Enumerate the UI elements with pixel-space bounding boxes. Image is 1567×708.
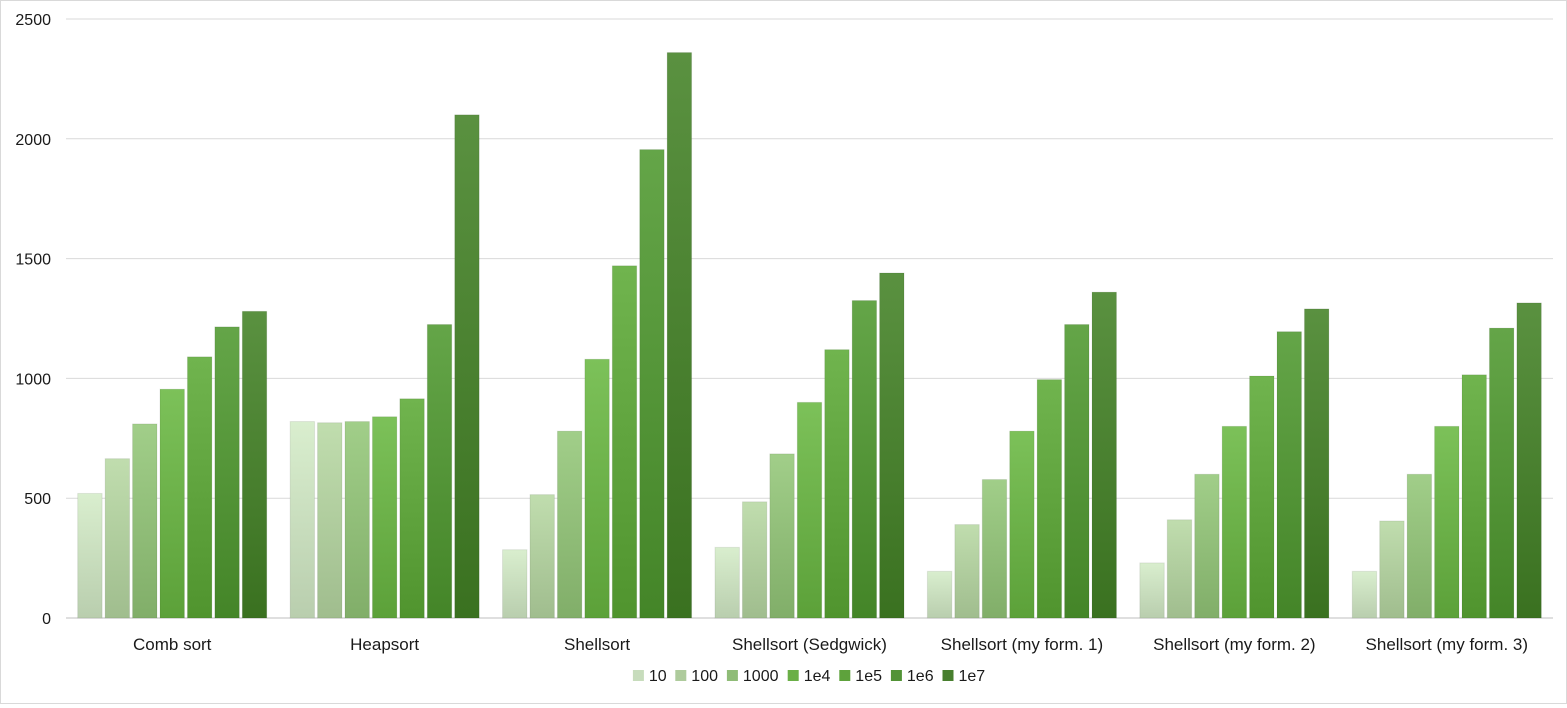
x-category-label: Shellsort (Sedgwick) [732,635,887,654]
bar-group [289,114,480,619]
bar [611,265,638,619]
x-category-label: Heapsort [350,635,419,654]
bar [926,570,953,619]
legend-item: 100 [675,668,718,685]
legend-swatch [890,670,902,681]
bar [1303,308,1330,619]
bar [529,494,555,619]
bar [714,546,740,619]
x-category-label: Comb sort [133,635,212,654]
bar [1276,331,1302,619]
bar [639,149,665,619]
bar [159,388,185,619]
legend-item: 1000 [726,668,779,685]
bar [1351,570,1378,619]
legend-swatch [726,670,738,681]
x-category-label: Shellsort (my form. 1) [941,635,1103,654]
bar-group [926,291,1117,619]
legend-item: 10 [632,668,667,685]
bar [741,501,768,619]
bar [1194,473,1220,619]
legend-item: 1e7 [942,668,986,685]
bar [289,421,316,619]
legend-label: 1e5 [855,668,882,685]
bar [454,114,480,619]
y-tick-label: 1500 [15,252,51,269]
bar [1461,374,1487,619]
bar [1516,302,1542,619]
legend-label: 1e7 [959,668,986,685]
bar [769,453,795,619]
bar [556,430,583,619]
bar [1091,291,1117,619]
legend-label: 10 [649,668,667,685]
bar [851,300,878,619]
bar [132,423,158,619]
legend-item: 1e5 [839,668,882,685]
bar [666,52,693,619]
bar [981,479,1008,619]
bar [317,422,343,619]
legend-swatch [632,670,644,681]
bar [399,398,425,619]
bar [1009,430,1035,619]
x-category-label: Shellsort (my form. 2) [1153,635,1315,654]
bar [186,356,213,619]
bar [954,524,980,619]
legend-item: 1e6 [890,668,934,685]
y-tick-label: 500 [24,491,51,508]
y-tick-label: 1000 [15,371,51,388]
bar [371,416,398,619]
bar [1488,327,1515,619]
y-tick-label: 2000 [15,132,51,149]
bar-group [1351,302,1542,619]
legend-label: 1000 [743,668,779,685]
legend-swatch [787,670,799,681]
bar [241,310,268,619]
legend: 10 100 1000 1e4 1e5 1e6 1e7 [632,668,986,685]
bar [344,421,370,619]
legend-label: 1e6 [907,668,934,685]
bar [77,492,103,619]
legend-swatch [839,670,851,681]
x-axis-categories: Comb sort Heapsort Shellsort Shellsort (Sed… [133,635,1528,654]
bars [77,52,1542,619]
bar [426,323,453,619]
x-category-label: Shellsort (my form. 3) [1366,635,1528,654]
bar [879,272,905,619]
bar-group [1139,308,1330,619]
bar-group [502,52,693,619]
bar [796,401,823,619]
bar [1379,520,1405,619]
bar [1249,375,1275,619]
legend-label: 100 [691,668,718,685]
legend-label: 1e4 [804,668,831,685]
bar [1166,519,1193,619]
bar [1434,425,1460,619]
bar [214,326,240,619]
bar [1221,425,1248,619]
bar [1139,562,1165,619]
bar [1036,379,1063,619]
y-axis-ticks: 0 500 1000 1500 2000 2500 [15,12,51,628]
y-tick-label: 0 [42,611,51,628]
bar [584,358,610,619]
bar [1406,473,1433,619]
legend-swatch [942,670,954,681]
bar [1064,323,1090,619]
bar-group [714,272,905,619]
bar [104,458,131,619]
x-category-label: Shellsort [564,635,630,654]
legend-item: 1e4 [787,668,831,685]
y-tick-label: 2500 [15,12,51,29]
bar-group [77,310,268,619]
bar [502,549,528,619]
legend-swatch [675,670,687,681]
bar [824,349,850,619]
